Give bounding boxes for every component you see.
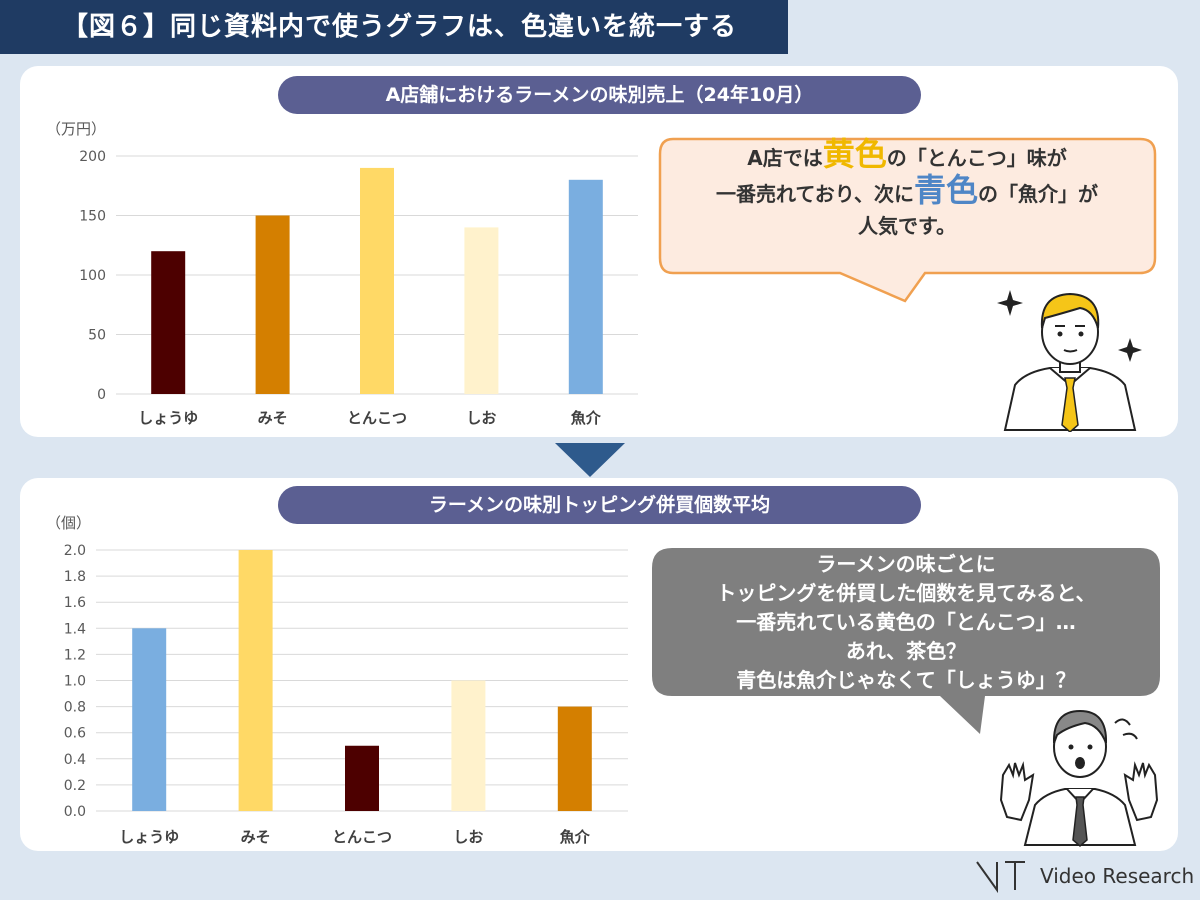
x-tick-label: しお <box>453 828 483 846</box>
y-axis-unit-label: （万円） <box>46 120 106 138</box>
bar <box>132 628 167 811</box>
bubble2-line: 一番売れている黄色の「とんこつ」… <box>736 610 1076 634</box>
y-tick-label: 2.0 <box>64 543 86 559</box>
y-tick-label: 1.8 <box>64 569 86 585</box>
x-tick-label: とんこつ <box>332 828 392 846</box>
logo-text: Video Research <box>1040 864 1195 888</box>
businessman-surprised-icon <box>999 709 1159 847</box>
bar <box>255 215 290 394</box>
bubble1-text-d: の「魚介」が <box>978 182 1098 206</box>
toppings-bar-chart: （個） 0.0 0.2 0.4 0.6 0.8 1.0 1.2 1.4 1.6 1.8 2.0 しょうゆ… <box>46 514 628 846</box>
bubble1-text-c: 一番売れており、次に <box>715 182 914 206</box>
y-tick-label: 0.4 <box>64 752 86 768</box>
bar <box>360 167 394 394</box>
arrow-down-icon <box>555 443 625 477</box>
y-tick-label: 1.0 <box>64 674 86 690</box>
bubble2-line: 青色は魚介じゃなくて「しょうゆ」？ <box>736 668 1076 692</box>
x-tick-label: しお <box>466 409 496 427</box>
y-tick-label: 1.6 <box>64 595 86 611</box>
chart-title-sales: A店舗におけるラーメンの味別売上（24年10月） <box>278 76 921 114</box>
y-tick-label: 0.6 <box>64 726 86 742</box>
highlight-yellow: 黄色 <box>822 135 887 173</box>
x-tick-label: みそ <box>241 828 271 846</box>
bar <box>238 550 273 811</box>
sales-bar-chart: （万円） 0 50 100 150 200 しょうゆ みそ とんこつ しお 魚介 <box>46 120 638 427</box>
speech-bubble-2 <box>652 548 1160 734</box>
page-title: 【図６】同じ資料内で使うグラフは、色違いを統一する <box>0 0 788 54</box>
y-tick-label: 0 <box>97 387 106 403</box>
bar <box>451 680 486 811</box>
y-tick-label: 150 <box>79 209 106 225</box>
speech-bubble-2-text: ラーメンの味ごとに トッピングを併買した個数を見てみると、 一番売れている黄色の… <box>652 550 1160 695</box>
bubble1-text-b: の「とんこつ」味が <box>886 146 1067 170</box>
y-tick-label: 0.8 <box>64 700 86 716</box>
y-tick-label: 100 <box>79 268 106 284</box>
bar <box>345 745 379 811</box>
y-tick-label: 50 <box>88 328 106 344</box>
businessman-confident-icon <box>997 290 1142 432</box>
y-tick-label: 200 <box>79 149 106 165</box>
y-tick-label: 0.0 <box>64 804 86 820</box>
x-tick-label: 魚介 <box>571 409 602 427</box>
bar <box>557 706 592 811</box>
x-tick-label: みそ <box>258 409 288 427</box>
bar <box>568 179 603 394</box>
x-tick-label: とんこつ <box>347 409 407 427</box>
highlight-blue: 青色 <box>913 171 978 209</box>
bubble1-line1: A店では黄色の「とんこつ」味が <box>660 138 1154 174</box>
video-research-logo-icon <box>976 861 1025 894</box>
chart-title-toppings: ラーメンの味別トッピング併買個数平均 <box>278 486 921 524</box>
bubble2-line: あれ、茶色？ <box>845 639 967 663</box>
speech-bubble-1-text: A店では黄色の「とんこつ」味が 一番売れており、次に青色の「魚介」が 人気です。 <box>660 138 1154 242</box>
speech-bubble-1 <box>658 137 1157 303</box>
bubble2-line: ラーメンの味ごとに <box>816 552 996 576</box>
bar <box>464 227 499 394</box>
x-tick-label: 魚介 <box>560 828 591 846</box>
y-tick-label: 0.2 <box>64 778 86 794</box>
y-tick-label: 1.4 <box>64 621 86 637</box>
x-tick-label: しょうゆ <box>138 409 198 427</box>
chart-panel-toppings: ラーメンの味別トッピング併買個数平均 （個） 0.0 0.2 0.4 0.6 0.8 1.0… <box>20 478 1178 851</box>
bubble1-text-a: A店では <box>747 146 823 170</box>
bar <box>151 251 186 394</box>
y-tick-label: 1.2 <box>64 647 86 663</box>
y-axis-unit-label: （個） <box>46 514 91 532</box>
x-tick-label: しょうゆ <box>119 828 179 846</box>
bubble1-line2: 一番売れており、次に青色の「魚介」が <box>660 174 1154 210</box>
bubble2-line: トッピングを併買した個数を見てみると、 <box>716 581 1096 605</box>
bubble1-line3: 人気です。 <box>858 214 956 238</box>
